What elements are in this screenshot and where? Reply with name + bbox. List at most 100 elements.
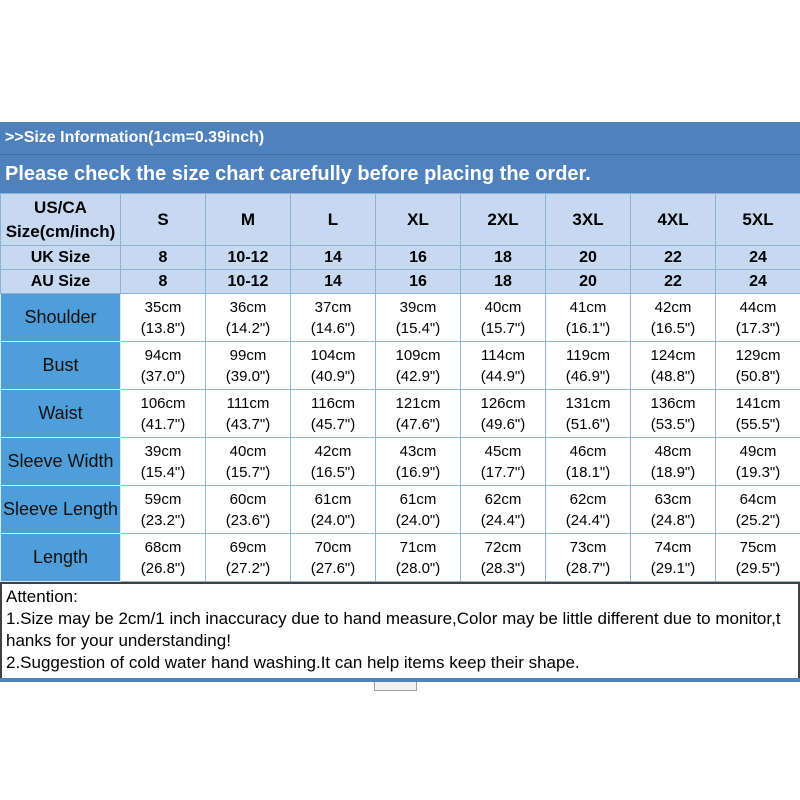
measurement-cell: 136cm (53.5") bbox=[630, 389, 716, 438]
size-chart-table: US/CA Size(cm/inch) S M L XL 2XL 3XL 4XL… bbox=[0, 193, 800, 582]
check-size-chart-banner-text: Please check the size chart carefully be… bbox=[5, 162, 591, 185]
measurement-cell: 73cm (28.7") bbox=[545, 533, 631, 582]
attention-heading: Attention: bbox=[6, 587, 78, 606]
au-size-value: 18 bbox=[460, 269, 546, 294]
attention-line-3: 2.Suggestion of cold water hand washing.… bbox=[6, 653, 580, 672]
measurement-cell: 72cm (28.3") bbox=[460, 533, 546, 582]
uk-size-value: 10-12 bbox=[205, 245, 291, 270]
check-size-chart-banner: Please check the size chart carefully be… bbox=[0, 155, 800, 193]
measurement-row-waist: Waist 106cm (41.7") 111cm (43.7") 116cm (45… bbox=[0, 389, 800, 438]
measurement-cell: 111cm (43.7") bbox=[205, 389, 291, 438]
au-size-row-label: AU Size bbox=[0, 269, 121, 294]
measurement-cell: 42cm (16.5") bbox=[290, 437, 376, 486]
measurement-cell: 62cm (24.4") bbox=[460, 485, 546, 534]
measurement-row-label: Sleeve Length bbox=[0, 485, 121, 534]
au-size-row: AU Size 8 10-12 14 16 18 20 22 24 bbox=[0, 269, 800, 294]
size-column-header-s: S bbox=[120, 193, 206, 246]
measurement-cell: 48cm (18.9") bbox=[630, 437, 716, 486]
au-size-value: 16 bbox=[375, 269, 461, 294]
au-size-value: 24 bbox=[715, 269, 800, 294]
uk-size-value: 8 bbox=[120, 245, 206, 270]
measurement-cell: 59cm (23.2") bbox=[120, 485, 206, 534]
measurement-cell: 36cm (14.2") bbox=[205, 293, 291, 342]
corner-header-line1: US/CA bbox=[34, 197, 87, 217]
measurement-cell: 39cm (15.4") bbox=[375, 293, 461, 342]
size-column-header-m: M bbox=[205, 193, 291, 246]
measurement-cell: 114cm (44.9") bbox=[460, 341, 546, 390]
measurement-cell: 99cm (39.0") bbox=[205, 341, 291, 390]
measurement-cell: 61cm (24.0") bbox=[375, 485, 461, 534]
measurement-row-label: Shoulder bbox=[0, 293, 121, 342]
uk-size-value: 14 bbox=[290, 245, 376, 270]
measurement-cell: 70cm (27.6") bbox=[290, 533, 376, 582]
empty-spreadsheet-cell bbox=[374, 682, 417, 691]
measurement-cell: 49cm (19.3") bbox=[715, 437, 800, 486]
au-size-value: 22 bbox=[630, 269, 716, 294]
measurement-row-label: Sleeve Width bbox=[0, 437, 121, 486]
uk-size-row-label: UK Size bbox=[0, 245, 121, 270]
measurement-cell: 129cm (50.8") bbox=[715, 341, 800, 390]
corner-header-cell: US/CA Size(cm/inch) bbox=[0, 193, 121, 246]
size-column-header-3xl: 3XL bbox=[545, 193, 631, 246]
attention-note: Attention: 1.Size may be 2cm/1 inch inac… bbox=[0, 582, 800, 678]
measurement-cell: 116cm (45.7") bbox=[290, 389, 376, 438]
measurement-cell: 68cm (26.8") bbox=[120, 533, 206, 582]
measurement-cell: 141cm (55.5") bbox=[715, 389, 800, 438]
measurement-row-sleeve-width: Sleeve Width 39cm (15.4") 40cm (15.7") 42c… bbox=[0, 437, 800, 486]
attention-line-2: hanks for your understanding! bbox=[6, 631, 231, 650]
measurement-cell: 42cm (16.5") bbox=[630, 293, 716, 342]
top-whitespace bbox=[0, 0, 800, 122]
size-information-banner-text: >>Size Information(1cm=0.39inch) bbox=[5, 129, 265, 146]
au-size-value: 20 bbox=[545, 269, 631, 294]
measurement-cell: 119cm (46.9") bbox=[545, 341, 631, 390]
size-column-header-xl: XL bbox=[375, 193, 461, 246]
measurement-cell: 71cm (28.0") bbox=[375, 533, 461, 582]
bottom-blue-divider bbox=[0, 678, 800, 682]
size-column-header-5xl: 5XL bbox=[715, 193, 800, 246]
measurement-cell: 124cm (48.8") bbox=[630, 341, 716, 390]
measurement-cell: 40cm (15.7") bbox=[460, 293, 546, 342]
measurement-row-bust: Bust 94cm (37.0") 99cm (39.0") 104cm (40.9"… bbox=[0, 341, 800, 390]
measurement-cell: 64cm (25.2") bbox=[715, 485, 800, 534]
size-information-banner: >>Size Information(1cm=0.39inch) bbox=[0, 122, 800, 155]
measurement-cell: 35cm (13.8") bbox=[120, 293, 206, 342]
size-columns-header-row: US/CA Size(cm/inch) S M L XL 2XL 3XL 4XL… bbox=[0, 193, 800, 246]
measurement-cell: 43cm (16.9") bbox=[375, 437, 461, 486]
uk-size-value: 24 bbox=[715, 245, 800, 270]
measurement-row-label: Bust bbox=[0, 341, 121, 390]
measurement-cell: 126cm (49.6") bbox=[460, 389, 546, 438]
au-size-value: 10-12 bbox=[205, 269, 291, 294]
measurement-cell: 41cm (16.1") bbox=[545, 293, 631, 342]
uk-size-row: UK Size 8 10-12 14 16 18 20 22 24 bbox=[0, 245, 800, 270]
measurement-cell: 63cm (24.8") bbox=[630, 485, 716, 534]
measurement-cell: 106cm (41.7") bbox=[120, 389, 206, 438]
measurement-cell: 40cm (15.7") bbox=[205, 437, 291, 486]
measurement-cell: 39cm (15.4") bbox=[120, 437, 206, 486]
measurement-cell: 121cm (47.6") bbox=[375, 389, 461, 438]
measurement-row-label: Length bbox=[0, 533, 121, 582]
uk-size-value: 22 bbox=[630, 245, 716, 270]
size-column-header-2xl: 2XL bbox=[460, 193, 546, 246]
measurement-cell: 44cm (17.3") bbox=[715, 293, 800, 342]
measurement-cell: 37cm (14.6") bbox=[290, 293, 376, 342]
measurement-cell: 60cm (23.6") bbox=[205, 485, 291, 534]
measurement-row-shoulder: Shoulder 35cm (13.8") 36cm (14.2") 37cm (14… bbox=[0, 293, 800, 342]
size-column-header-4xl: 4XL bbox=[630, 193, 716, 246]
uk-size-value: 18 bbox=[460, 245, 546, 270]
measurement-row-sleeve-length: Sleeve Length 59cm (23.2") 60cm (23.6") 61… bbox=[0, 485, 800, 534]
measurement-cell: 109cm (42.9") bbox=[375, 341, 461, 390]
measurement-cell: 69cm (27.2") bbox=[205, 533, 291, 582]
uk-size-value: 16 bbox=[375, 245, 461, 270]
measurement-row-length: Length 68cm (26.8") 69cm (27.2") 70cm (27.6… bbox=[0, 533, 800, 582]
measurement-cell: 61cm (24.0") bbox=[290, 485, 376, 534]
measurement-cell: 46cm (18.1") bbox=[545, 437, 631, 486]
measurement-cell: 94cm (37.0") bbox=[120, 341, 206, 390]
au-size-value: 14 bbox=[290, 269, 376, 294]
measurement-cell: 131cm (51.6") bbox=[545, 389, 631, 438]
measurement-cell: 74cm (29.1") bbox=[630, 533, 716, 582]
size-column-header-l: L bbox=[290, 193, 376, 246]
corner-header-line2: Size(cm/inch) bbox=[5, 221, 116, 241]
measurement-cell: 75cm (29.5") bbox=[715, 533, 800, 582]
measurement-row-label: Waist bbox=[0, 389, 121, 438]
measurement-cell: 45cm (17.7") bbox=[460, 437, 546, 486]
